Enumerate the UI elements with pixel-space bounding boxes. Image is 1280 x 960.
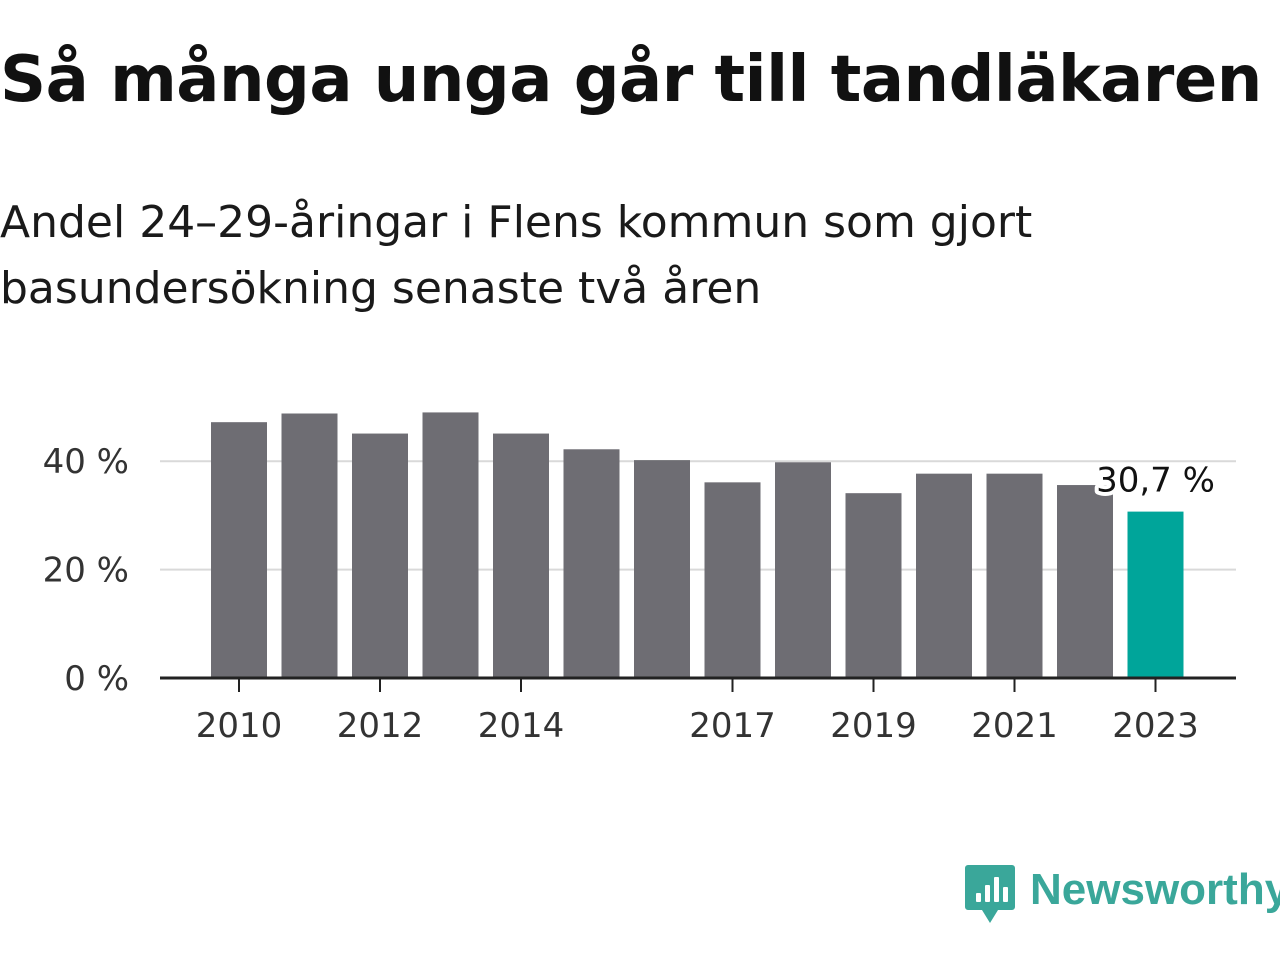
bar-highlight xyxy=(1127,511,1184,678)
x-tick-label: 2010 xyxy=(196,706,283,746)
x-tick-label: 2023 xyxy=(1112,706,1199,746)
bar xyxy=(916,473,972,678)
bar xyxy=(563,449,620,678)
chart-subtitle: Andel 24–29-åringar i Flens kommun som g… xyxy=(0,197,1033,314)
bar xyxy=(1057,485,1113,678)
x-tick-label: 2019 xyxy=(830,706,917,746)
bars xyxy=(211,412,1184,678)
brand-name: Newsworthy xyxy=(1030,865,1280,914)
newsworthy-logo-icon xyxy=(965,865,1015,923)
bar xyxy=(352,433,408,678)
x-tick-label: 2012 xyxy=(337,706,424,746)
x-tick-label: 2021 xyxy=(971,706,1058,746)
bar xyxy=(634,460,690,678)
value-label: 30,7 % xyxy=(1096,461,1215,501)
x-tick-label: 2014 xyxy=(478,706,565,746)
bar xyxy=(493,433,549,678)
bar xyxy=(775,462,831,678)
annotations: 30,7 % xyxy=(1092,457,1219,505)
bar xyxy=(422,412,479,678)
x-axis xyxy=(160,676,1236,692)
newsworthy-brand: Newsworthy xyxy=(964,862,1280,926)
bar xyxy=(986,473,1043,678)
y-tick-label: 40 % xyxy=(43,442,129,482)
bar xyxy=(704,482,761,678)
y-axis-labels: 0 % 20 % 40 % xyxy=(43,442,129,699)
y-tick-label: 20 % xyxy=(43,551,129,591)
y-tick-label: 0 % xyxy=(64,659,129,699)
bar xyxy=(281,413,338,678)
x-tick-label: 2017 xyxy=(689,706,776,746)
bar xyxy=(845,493,902,678)
x-axis-labels: 2010 2012 2014 2017 2019 2021 2023 xyxy=(196,706,1199,746)
bar xyxy=(211,422,267,678)
gridlines xyxy=(160,460,1236,571)
chart-title: Så många unga går till tandläkaren xyxy=(0,43,1262,117)
